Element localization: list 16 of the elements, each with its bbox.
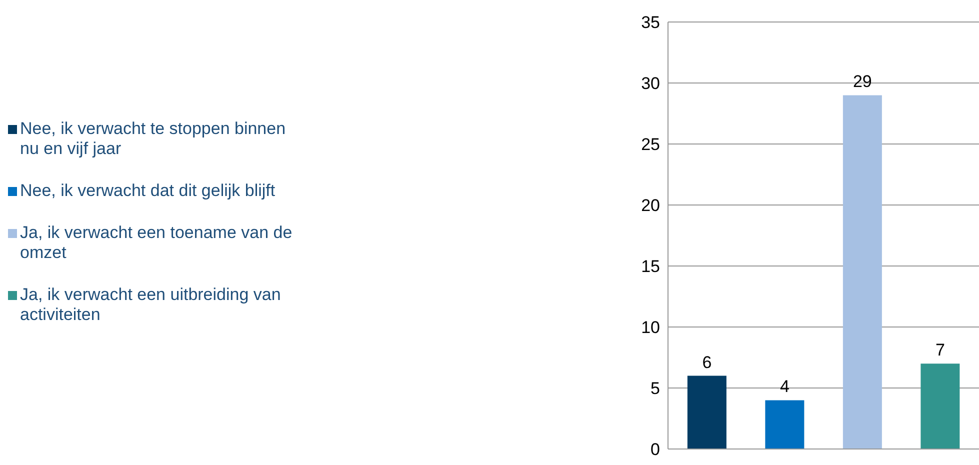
y-tick-label: 10 [641,318,660,338]
data-label: 7 [935,340,945,360]
legend-label: Ja, ik verwacht een toename van de omzet [20,222,294,262]
y-tick-label: 25 [641,135,660,154]
legend-label: Ja, ik verwacht een uitbreiding van activiteiten [20,284,282,324]
legend-label: Nee, ik verwacht dat dit gelijk blijft [20,180,276,200]
y-tick-label: 0 [650,440,660,460]
y-tick-label: 30 [641,74,660,94]
data-label: 4 [780,377,790,396]
data-label: 6 [702,352,712,372]
y-tick-label: 20 [641,196,660,216]
y-tick-label: 35 [641,13,660,32]
data-label: 29 [852,72,872,92]
legend-label: Nee, ik verwacht te stoppen binnen nu en vijf jaar [20,118,287,158]
y-tick-label: 15 [641,257,660,276]
y-tick-label: 5 [650,379,660,398]
